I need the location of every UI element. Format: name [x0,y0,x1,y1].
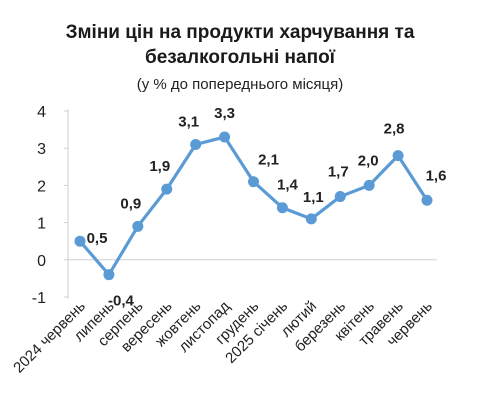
data-label: 2,1 [258,152,279,169]
data-label: 0,5 [87,230,108,247]
y-tick-label: 3 [37,141,46,158]
data-label: 2,0 [358,152,379,169]
data-label: 1,6 [426,167,447,184]
data-label: 3,1 [178,113,199,130]
data-labels: 0,5 -0,4 0,9 1,9 3,1 3,3 2,1 1,41,11,7 2,0 2,8 1,6 [87,105,447,310]
data-point [132,220,144,232]
data-point [276,202,288,214]
data-label: 2,8 [384,121,405,138]
y-axis: 4 3 2 1 0 -1 [32,104,69,307]
data-point [219,131,231,143]
data-label: -0,4 [108,293,135,310]
data-point [74,235,86,247]
series-markers [74,131,433,281]
data-label: 0,9 [120,195,141,212]
data-label: 3,3 [214,105,235,122]
chart-title-line-1: Зміни цін на продукти харчування та [65,22,415,43]
data-point [103,269,115,281]
y-tick-label: 0 [37,253,46,270]
chart-subtitle: (у % до попереднього місяця) [136,76,344,93]
chart-title-line-2: безалкогольні напої [144,47,336,68]
data-label: 1,9 [149,158,170,175]
data-point [363,179,375,191]
y-tick-label: 2 [37,178,46,195]
data-label: 1,1 [303,189,324,206]
data-point [190,138,202,150]
y-tick-label: 4 [37,104,46,121]
data-point [421,194,433,206]
data-point [161,183,173,195]
data-label: 1,7 [328,164,349,181]
data-point [392,150,404,162]
y-tick-label: -1 [32,290,46,307]
data-point [334,191,346,203]
y-tick-label: 1 [37,216,46,233]
data-point [305,213,317,225]
data-point [248,176,259,188]
x-axis-labels: 2024 червеньлипеньсерпеньвересеньжовтень… [10,298,436,377]
data-label: 1,4 [277,177,299,194]
